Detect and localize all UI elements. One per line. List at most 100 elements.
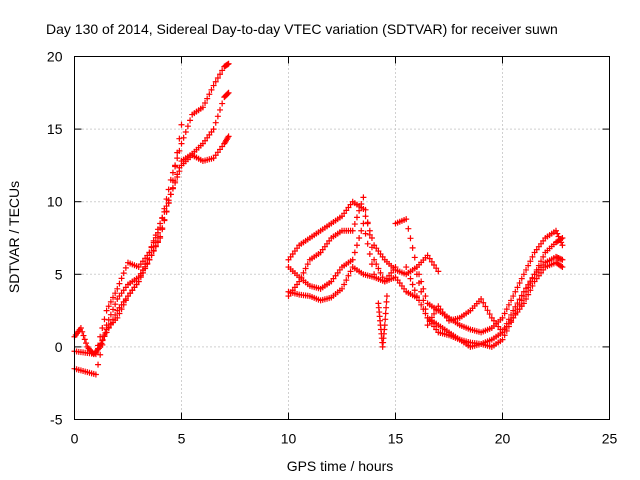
data-point [122,264,129,271]
data-point [409,244,416,251]
data-point [518,292,525,299]
data-point [146,256,153,263]
data-point [95,345,102,352]
data-point [392,264,399,271]
series-track-d [92,121,185,356]
data-point [559,242,566,249]
data-point [150,237,157,244]
x-tick-label: 0 [71,431,79,447]
data-point [112,301,119,308]
x-tick-label: 10 [281,431,297,447]
data-point [510,307,517,314]
data-point [353,242,360,249]
data-point [523,295,530,302]
data-point [135,278,142,285]
data-point [362,213,369,220]
data-point [512,303,519,310]
data-point [420,297,427,304]
data-point [503,306,510,313]
data-point [418,301,425,308]
data-point [95,361,102,368]
plot-frame [74,56,610,420]
data-point [529,282,536,289]
data-point [529,253,536,260]
data-point [302,265,309,272]
series-track-l [424,235,566,336]
data-point [527,287,534,294]
data-point [364,219,371,226]
data-point [559,264,566,271]
data-point [92,371,99,378]
data-point [206,91,213,98]
data-point [403,216,410,223]
data-point [219,100,226,107]
data-point [520,271,527,278]
data-point [214,74,221,81]
data-point [214,113,221,120]
data-point [366,231,373,238]
data-point [176,164,183,171]
data-point [364,240,371,247]
data-point [371,256,378,263]
data-point [202,99,209,106]
y-axis-label: SDTVAR / TECUs [6,181,22,293]
data-point [210,126,217,133]
data-point [558,235,565,242]
data-point [484,307,491,314]
data-point [178,121,185,128]
data-point [212,119,219,126]
data-point [77,325,84,332]
data-point [480,299,487,306]
data-point [157,235,164,241]
data-point [538,258,545,265]
data-point [208,86,215,93]
data-point [512,288,519,295]
x-tick-label: 20 [495,431,511,447]
data-point [353,214,360,221]
data-point [383,293,390,300]
data-point [405,225,412,232]
data-point [176,135,183,142]
data-point [478,295,485,302]
data-point [428,258,435,265]
data-point [514,300,521,307]
data-point [103,307,110,314]
data-point [403,264,410,271]
data-point [161,217,168,224]
data-point [377,269,384,276]
data-point [114,285,121,292]
data-point [381,322,388,329]
data-point [167,191,174,198]
data-point [505,301,512,308]
data-point [356,207,363,214]
data-point [142,265,149,272]
data-point [358,201,365,208]
data-point [523,285,530,292]
data-point [217,71,224,78]
chart-title: Day 130 of 2014, Sidereal Day-to-day VTE… [46,21,558,37]
data-point [103,329,110,336]
data-point [199,104,206,111]
data-point [225,60,232,67]
data-point [433,265,440,272]
data-point [554,230,561,237]
data-point [431,262,438,269]
data-point [362,206,369,213]
data-point [157,220,164,227]
data-point [413,264,420,271]
data-point [101,333,108,340]
series-track-g [285,220,378,292]
data-point [416,280,423,287]
data-point [345,272,352,279]
data-point [107,298,114,305]
data-point [486,311,493,318]
data-point [499,314,506,321]
data-point [217,106,224,113]
data-point [180,134,187,141]
series-track-h [285,264,399,304]
y-tick-label: 10 [47,194,63,210]
data-point [99,325,106,332]
data-point [174,171,181,178]
data-point [83,340,90,347]
